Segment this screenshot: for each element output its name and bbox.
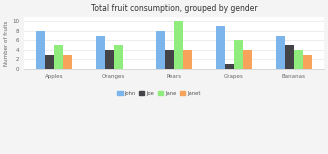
Bar: [165, 50, 174, 69]
Bar: [63, 55, 72, 69]
Bar: [36, 31, 45, 69]
Bar: [105, 50, 113, 69]
Bar: [303, 55, 312, 69]
Bar: [276, 36, 284, 69]
Legend: John, Joe, Jane, Janet: John, Joe, Jane, Janet: [115, 89, 202, 98]
Y-axis label: Number of fruits: Number of fruits: [4, 20, 9, 66]
Bar: [294, 50, 302, 69]
Bar: [45, 55, 53, 69]
Bar: [114, 45, 123, 69]
Title: Total fruit consumption, grouped by gender: Total fruit consumption, grouped by gend…: [91, 4, 257, 13]
Bar: [183, 50, 192, 69]
Bar: [96, 36, 105, 69]
Bar: [174, 21, 182, 69]
Bar: [285, 45, 294, 69]
Bar: [156, 31, 165, 69]
Bar: [225, 64, 234, 69]
Bar: [243, 50, 252, 69]
Bar: [54, 45, 63, 69]
Bar: [234, 41, 242, 69]
Bar: [216, 26, 225, 69]
